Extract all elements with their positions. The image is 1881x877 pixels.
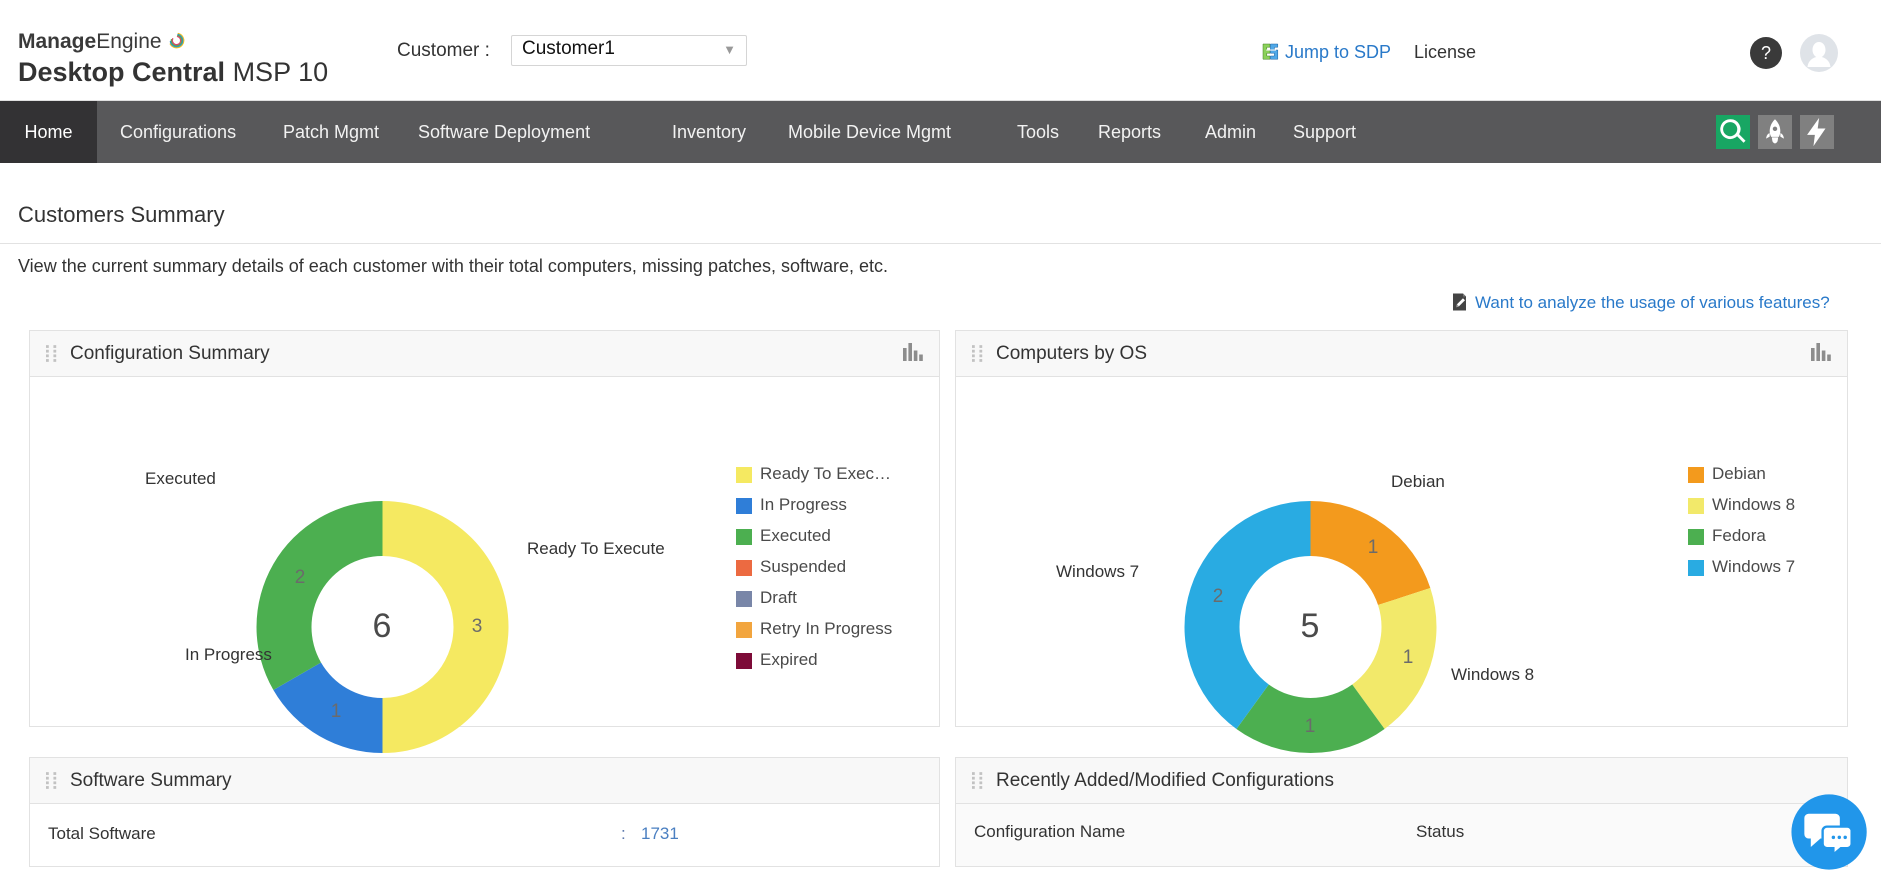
- svg-text:1: 1: [331, 701, 342, 722]
- svg-text:5: 5: [1301, 607, 1320, 645]
- svg-text:1: 1: [1403, 647, 1414, 668]
- svg-text:1: 1: [1368, 537, 1379, 558]
- svg-text:3: 3: [472, 616, 483, 637]
- svg-text:6: 6: [373, 607, 392, 645]
- svg-text:2: 2: [1213, 586, 1224, 607]
- svg-text:2: 2: [295, 567, 306, 588]
- svg-text:1: 1: [1305, 716, 1316, 737]
